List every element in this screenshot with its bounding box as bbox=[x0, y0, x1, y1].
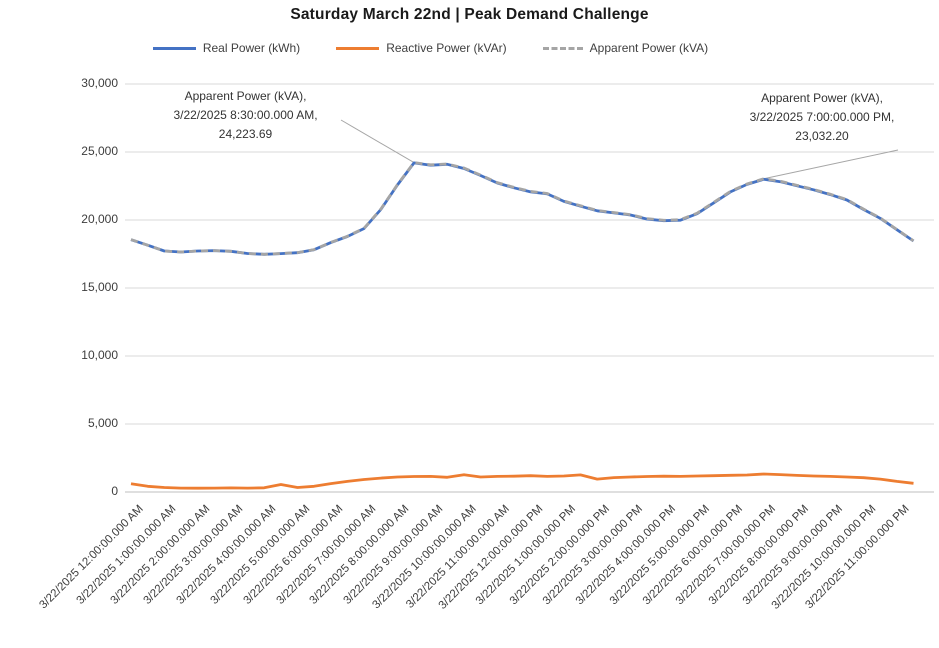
annotation-leader-line bbox=[340, 119, 415, 164]
series-lines bbox=[130, 161, 915, 490]
series-line-real-power-kwh[interactable] bbox=[130, 161, 915, 256]
y-axis-tick-label: 0 bbox=[111, 484, 118, 498]
annotation-timestamp: 3/22/2025 8:30:00.000 AM, bbox=[173, 108, 318, 122]
annotation-peak-am[interactable]: Apparent Power (kVA), 3/22/2025 8:30:00.… bbox=[148, 87, 343, 144]
legend-item-apparent-power[interactable]: Apparent Power (kVA) bbox=[542, 41, 709, 55]
y-axis-tick-label: 20,000 bbox=[81, 212, 118, 226]
legend-item-reactive-power[interactable]: Reactive Power (kVAr) bbox=[336, 41, 507, 55]
chart-title: Saturday March 22nd | Peak Demand Challe… bbox=[290, 6, 649, 23]
y-axis-tick-label: 5,000 bbox=[87, 416, 118, 430]
y-axis-tick-label: 15,000 bbox=[81, 280, 118, 294]
annotation-timestamp: 3/22/2025 7:00:00.000 PM, bbox=[749, 110, 895, 124]
series-line-reactive-power-kvar[interactable] bbox=[130, 472, 914, 490]
y-axis-tick-label: 10,000 bbox=[81, 348, 118, 362]
annotation-leader-lines bbox=[340, 119, 899, 180]
real-power-line-marker-icon bbox=[152, 46, 196, 50]
annotation-value: 23,032.20 bbox=[795, 129, 849, 143]
annotation-series-label: Apparent Power (kVA), bbox=[761, 91, 883, 105]
annotation-series-label: Apparent Power (kVA), bbox=[184, 89, 307, 103]
annotation-value: 24,223.69 bbox=[218, 127, 273, 141]
legend-label-real-power: Real Power (kWh) bbox=[202, 41, 301, 55]
y-axis-tick-label: 25,000 bbox=[81, 144, 118, 158]
gridlines bbox=[125, 83, 934, 493]
legend-label-apparent-power: Apparent Power (kVA) bbox=[589, 41, 709, 55]
annotation-leader-line bbox=[763, 149, 899, 180]
series-line-apparent-power-kva[interactable] bbox=[130, 161, 915, 256]
legend: Real Power (kWh) Reactive Power (kVAr) A… bbox=[0, 41, 939, 55]
apparent-power-dashed-line-marker-icon bbox=[542, 46, 583, 50]
annotation-peak-pm[interactable]: Apparent Power (kVA), 3/22/2025 7:00:00.… bbox=[722, 89, 922, 146]
legend-label-reactive-power: Reactive Power (kVAr) bbox=[386, 41, 507, 55]
reactive-power-line-marker-icon bbox=[336, 46, 380, 50]
y-axis-tick-label: 30,000 bbox=[81, 76, 118, 90]
legend-item-real-power[interactable]: Real Power (kWh) bbox=[152, 41, 301, 55]
